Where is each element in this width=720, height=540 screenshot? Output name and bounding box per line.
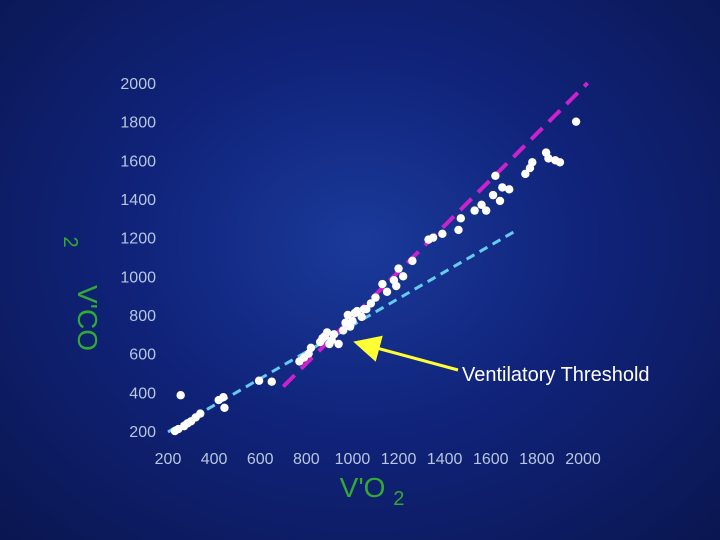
data-point <box>488 190 498 200</box>
data-point <box>392 281 401 291</box>
y-tick-label: 2000 <box>120 76 156 93</box>
data-point <box>329 330 339 339</box>
ventilatory-threshold-annotation: Ventilatory Threshold <box>353 335 650 386</box>
x-axis-label-subscript: 2 <box>393 488 404 510</box>
data-point <box>394 264 403 273</box>
data-point <box>555 158 565 167</box>
data-point <box>454 225 463 235</box>
data-point <box>352 306 362 316</box>
data-point <box>366 299 376 308</box>
data-point <box>254 376 264 385</box>
data-point <box>521 169 530 179</box>
data-point <box>481 206 491 215</box>
y-axis-label-text: V'CO <box>72 285 103 351</box>
svg-text:V'O 2: V'O 2 <box>340 472 405 510</box>
data-point <box>322 328 332 337</box>
data-point <box>470 206 479 215</box>
data-point <box>571 117 581 126</box>
x-tick-label: 600 <box>247 451 274 468</box>
x-tick-label: 1400 <box>427 451 463 468</box>
data-point <box>505 185 514 194</box>
data-point <box>362 305 371 314</box>
y-tick-label: 1400 <box>120 192 156 209</box>
data-point <box>544 154 553 163</box>
data-point <box>382 287 392 296</box>
data-point <box>491 171 500 180</box>
y-tick-label: 600 <box>129 347 156 364</box>
y-tick-label: 1200 <box>120 231 156 248</box>
y-tick-label: 1000 <box>120 269 156 286</box>
y-tick-label: 400 <box>129 385 156 402</box>
y-tick-label: 800 <box>129 308 156 325</box>
annotation-arrow <box>353 335 459 372</box>
data-point <box>339 326 348 335</box>
data-point <box>428 233 438 242</box>
data-point <box>196 409 205 418</box>
annotation-text: Ventilatory Threshold <box>462 364 650 386</box>
x-tick-label: 1000 <box>335 451 371 468</box>
data-point <box>498 183 507 192</box>
data-point <box>357 312 366 322</box>
y-axis-label: V'CO 2 <box>59 236 103 351</box>
data-points <box>170 117 581 436</box>
data-point <box>219 392 228 402</box>
data-point <box>477 200 486 209</box>
x-tick-label: 2000 <box>565 451 601 468</box>
data-point <box>267 377 276 386</box>
data-point <box>343 310 353 320</box>
data-point <box>456 214 466 223</box>
data-point <box>371 293 380 302</box>
y-tick-label: 200 <box>129 424 156 441</box>
x-tick-label: 1200 <box>381 451 417 468</box>
y-axis-ticks: 200 400 600 800 1000 1200 1400 1600 1800 2000 <box>120 76 156 441</box>
data-point <box>176 391 185 400</box>
x-axis-ticks: 200 400 600 800 1000 1200 1400 1600 1800 2000 <box>155 451 601 468</box>
data-point <box>334 339 343 349</box>
data-point <box>306 343 316 353</box>
x-tick-label: 1800 <box>519 451 555 468</box>
x-tick-label: 200 <box>155 451 182 468</box>
y-axis-label-subscript: 2 <box>59 236 81 247</box>
data-point <box>408 256 417 266</box>
x-axis-label: V'O 2 <box>340 472 405 510</box>
data-point <box>378 279 387 289</box>
data-point <box>348 316 357 325</box>
y-tick-label: 1600 <box>120 153 156 170</box>
x-axis-label-text: V'O <box>340 472 386 503</box>
x-tick-label: 1600 <box>473 451 509 468</box>
x-tick-label: 400 <box>201 451 228 468</box>
data-point <box>495 196 505 206</box>
svg-text:V'CO: V'CO <box>72 285 103 351</box>
data-point <box>398 272 408 281</box>
data-point <box>438 229 447 238</box>
x-tick-label: 800 <box>293 451 320 468</box>
data-point <box>220 403 229 412</box>
y-tick-label: 1800 <box>120 115 156 132</box>
data-point <box>528 158 537 167</box>
